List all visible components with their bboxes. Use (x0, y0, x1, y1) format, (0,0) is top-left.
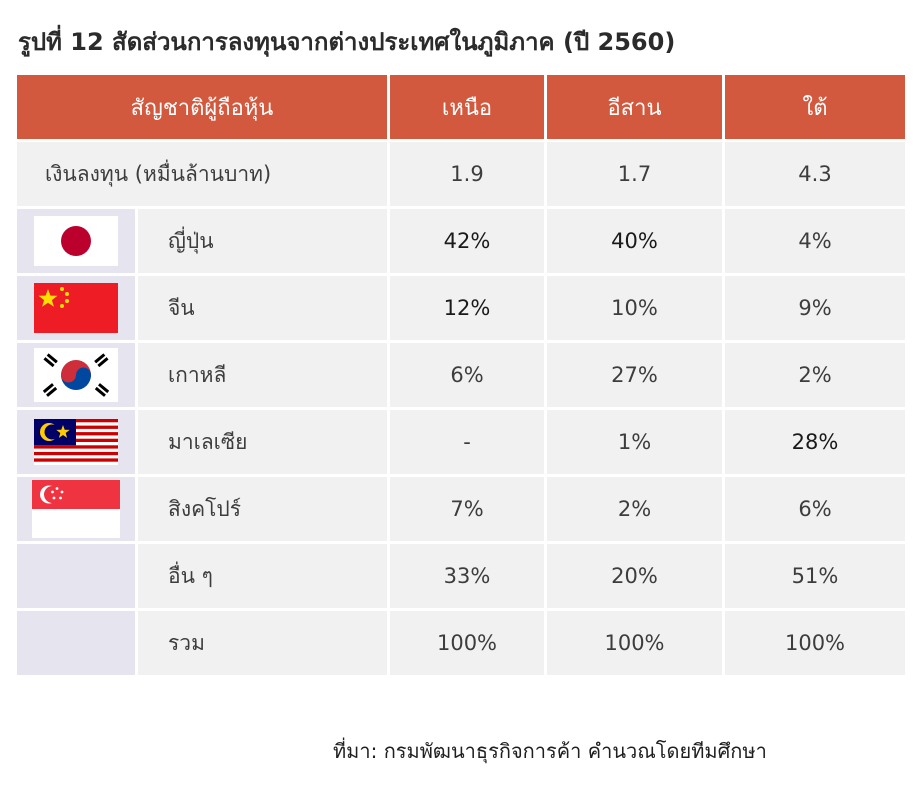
investment-row: เงินลงทุน (หมื่นล้านบาท) 1.9 1.7 4.3 (17, 142, 905, 206)
value-north: 42% (390, 209, 544, 273)
country-name: ญี่ปุ่น (138, 209, 387, 273)
flag-cell (17, 343, 135, 407)
country-name: สิงคโปร์ (138, 477, 387, 541)
value-south: 28% (725, 410, 905, 474)
table-row-others: อื่น ๆ 33% 20% 51% (17, 544, 905, 608)
malaysia-flag-icon (34, 419, 118, 465)
figure-title: รูปที่ 12 สัดส่วนการลงทุนจากต่างประเทศใน… (18, 28, 676, 56)
value-north: 6% (390, 343, 544, 407)
source-note: ที่มา: กรมพัฒนาธุรกิจการค้า คำนวณโดยทีมศ… (333, 739, 767, 763)
value-north: 100% (390, 611, 544, 675)
korea-flag-icon (34, 348, 118, 402)
investment-north: 1.9 (390, 142, 544, 206)
header-row: สัญชาติผู้ถือหุ้น เหนือ อีสาน ใต้ (17, 75, 905, 139)
value-south: 9% (725, 276, 905, 340)
flag-cell (17, 410, 135, 474)
value-north: 12% (390, 276, 544, 340)
value-south: 100% (725, 611, 905, 675)
header-nationality: สัญชาติผู้ถือหุ้น (17, 75, 387, 139)
table-row-singapore: สิงคโปร์ 7% 2% 6% (17, 477, 905, 541)
country-name: อื่น ๆ (138, 544, 387, 608)
table-row-total: รวม 100% 100% 100% (17, 611, 905, 675)
table-row-japan: ญี่ปุ่น 42% 40% 4% (17, 209, 905, 273)
value-north: 7% (390, 477, 544, 541)
country-name: รวม (138, 611, 387, 675)
flag-cell (17, 477, 135, 541)
value-south: 6% (725, 477, 905, 541)
value-north: 33% (390, 544, 544, 608)
singapore-flag-icon (32, 480, 120, 538)
table-row-china: จีน 12% 10% 9% (17, 276, 905, 340)
value-northeast: 1% (547, 410, 722, 474)
investment-south: 4.3 (725, 142, 905, 206)
value-northeast: 20% (547, 544, 722, 608)
investment-share-table: สัญชาติผู้ถือหุ้น เหนือ อีสาน ใต้ เงินลง… (14, 72, 908, 678)
flag-cell (17, 276, 135, 340)
value-south: 2% (725, 343, 905, 407)
value-northeast: 10% (547, 276, 722, 340)
investment-label: เงินลงทุน (หมื่นล้านบาท) (17, 142, 387, 206)
header-south: ใต้ (725, 75, 905, 139)
country-name: มาเลเซีย (138, 410, 387, 474)
value-northeast: 27% (547, 343, 722, 407)
table-row-malaysia: มาเลเซีย - 1% 28% (17, 410, 905, 474)
header-northeast: อีสาน (547, 75, 722, 139)
flag-cell (17, 611, 135, 675)
table-row-korea: เกาหลี 6% 27% 2% (17, 343, 905, 407)
flag-cell (17, 209, 135, 273)
flag-cell (17, 544, 135, 608)
value-northeast: 40% (547, 209, 722, 273)
value-northeast: 100% (547, 611, 722, 675)
country-name: เกาหลี (138, 343, 387, 407)
china-flag-icon (34, 283, 118, 333)
header-north: เหนือ (390, 75, 544, 139)
value-north: - (390, 410, 544, 474)
japan-flag-icon (34, 216, 118, 266)
investment-northeast: 1.7 (547, 142, 722, 206)
value-south: 51% (725, 544, 905, 608)
country-name: จีน (138, 276, 387, 340)
value-south: 4% (725, 209, 905, 273)
value-northeast: 2% (547, 477, 722, 541)
